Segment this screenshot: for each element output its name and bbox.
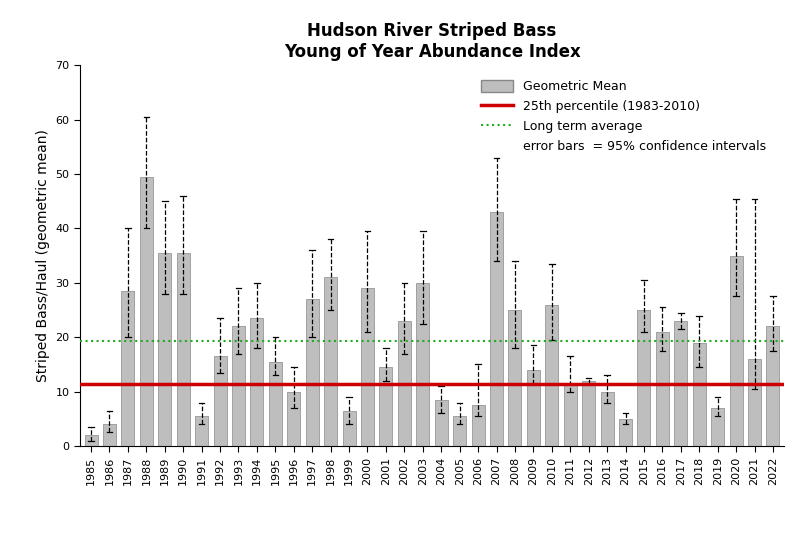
- Y-axis label: Striped Bass/Haul (geometric mean): Striped Bass/Haul (geometric mean): [36, 129, 50, 382]
- Bar: [306, 299, 318, 446]
- Bar: [490, 212, 503, 446]
- Bar: [232, 326, 245, 446]
- Bar: [103, 424, 116, 446]
- Bar: [287, 392, 300, 446]
- Bar: [342, 411, 355, 446]
- Bar: [214, 356, 226, 446]
- Bar: [509, 310, 522, 446]
- Bar: [582, 381, 595, 446]
- Bar: [158, 253, 171, 446]
- Bar: [766, 326, 779, 446]
- Bar: [730, 256, 742, 446]
- Bar: [711, 408, 724, 446]
- Bar: [140, 177, 153, 446]
- Bar: [177, 253, 190, 446]
- Bar: [398, 321, 411, 446]
- Bar: [269, 362, 282, 446]
- Bar: [619, 419, 632, 446]
- Title: Hudson River Striped Bass
Young of Year Abundance Index: Hudson River Striped Bass Young of Year …: [284, 22, 580, 61]
- Bar: [416, 283, 430, 446]
- Bar: [122, 291, 134, 446]
- Bar: [564, 384, 577, 446]
- Bar: [638, 310, 650, 446]
- Bar: [85, 435, 98, 446]
- Bar: [434, 400, 448, 446]
- Bar: [361, 288, 374, 446]
- Bar: [601, 392, 614, 446]
- Bar: [748, 359, 761, 446]
- Bar: [674, 321, 687, 446]
- Bar: [250, 318, 263, 446]
- Bar: [324, 277, 337, 446]
- Bar: [546, 305, 558, 446]
- Bar: [453, 416, 466, 446]
- Bar: [195, 416, 208, 446]
- Bar: [527, 370, 540, 446]
- Bar: [693, 343, 706, 446]
- Bar: [379, 367, 392, 446]
- Legend: Geometric Mean, 25th percentile (1983-2010), Long term average, error bars  = 95: Geometric Mean, 25th percentile (1983-20…: [476, 75, 770, 158]
- Bar: [472, 405, 485, 446]
- Bar: [656, 332, 669, 446]
